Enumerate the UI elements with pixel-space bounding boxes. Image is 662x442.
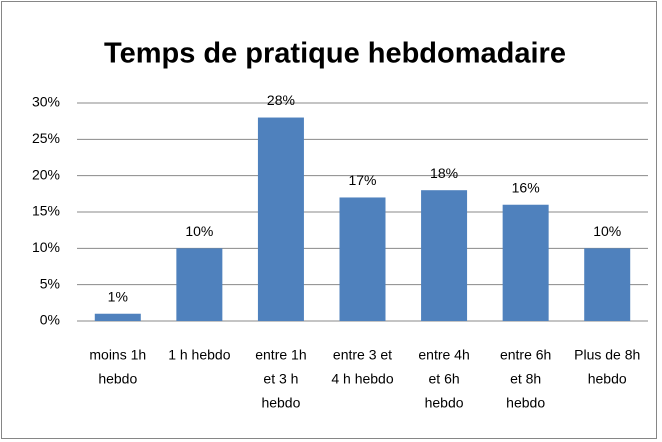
x-tick-label: et 8h	[510, 371, 541, 387]
y-tick-label: 0%	[40, 312, 60, 328]
bar	[176, 248, 223, 321]
data-label: 10%	[185, 223, 213, 239]
y-tick-label: 10%	[32, 239, 60, 255]
bar	[339, 197, 386, 321]
y-tick-label: 25%	[32, 130, 60, 146]
x-tick-label: entre 1h	[255, 347, 306, 363]
data-label: 18%	[430, 165, 458, 181]
y-tick-label: 15%	[32, 203, 60, 219]
x-tick-label: hebdo	[261, 395, 300, 411]
data-label: 17%	[348, 172, 376, 188]
x-tick-label: Plus de 8h	[574, 347, 640, 363]
x-tick-label: hebdo	[98, 371, 137, 387]
data-label: 10%	[593, 223, 621, 239]
x-tick-label: 1 h hebdo	[168, 347, 230, 363]
x-tick-label: hebdo	[588, 371, 627, 387]
y-tick-label: 5%	[40, 275, 60, 291]
y-tick-label: 30%	[32, 94, 60, 110]
bar	[584, 248, 631, 321]
x-tick-label: moins 1h	[89, 347, 146, 363]
bar	[94, 313, 141, 321]
bar	[257, 117, 304, 322]
x-tick-label: et 6h	[429, 371, 460, 387]
x-tick-label: entre 4h	[418, 347, 469, 363]
data-label: 16%	[512, 179, 540, 195]
chart-title: Temps de pratique hebdomadaire	[104, 38, 566, 70]
data-label: 1%	[108, 288, 128, 304]
bar	[502, 204, 549, 321]
x-tick-label: hebdo	[425, 395, 464, 411]
bar	[421, 190, 468, 321]
x-tick-label: 4 h hebdo	[331, 371, 393, 387]
x-tick-label: entre 6h	[500, 347, 551, 363]
x-tick-label: entre 3 et	[333, 347, 392, 363]
data-label: 28%	[267, 92, 295, 108]
x-tick-label: hebdo	[506, 395, 545, 411]
x-tick-label: et 3 h	[263, 371, 298, 387]
y-tick-label: 20%	[32, 166, 60, 182]
